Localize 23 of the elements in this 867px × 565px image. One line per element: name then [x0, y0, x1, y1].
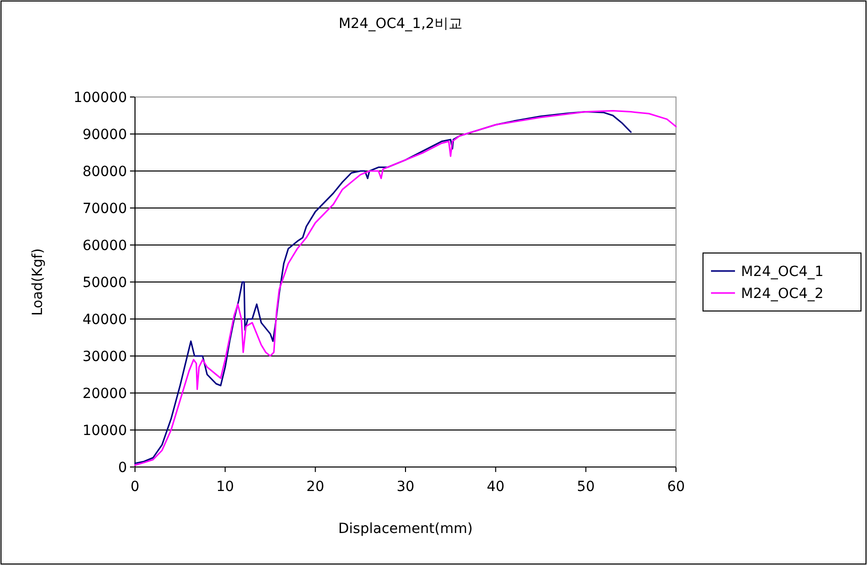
x-tick-label: 10: [216, 479, 234, 495]
x-tick-label: 40: [486, 479, 505, 495]
y-tick-label: 0: [118, 460, 127, 476]
y-tick-label: 90000: [82, 127, 127, 143]
y-tick-label: 10000: [82, 423, 127, 439]
y-tick-label: 60000: [82, 238, 127, 254]
y-tick-label: 20000: [82, 386, 127, 402]
y-tick-label: 40000: [82, 312, 127, 328]
y-tick-label: 70000: [82, 201, 127, 217]
chart-title: M24_OC4_1,2비교: [338, 16, 462, 32]
y-tick-label: 100000: [74, 90, 127, 106]
y-tick-label: 80000: [82, 164, 127, 180]
y-tick-label: 50000: [82, 275, 127, 291]
x-tick-label: 50: [576, 479, 595, 495]
x-tick-label: 30: [396, 479, 414, 495]
x-tick-label: 20: [306, 479, 324, 495]
y-axis-title: Load(Kgf): [30, 248, 46, 316]
x-tick-label: 0: [130, 479, 140, 495]
legend-label: M24_OC4_2: [741, 286, 824, 302]
legend-label: M24_OC4_1: [741, 264, 824, 280]
x-axis-title: Displacement(mm): [338, 521, 473, 537]
y-tick-label: 30000: [82, 349, 127, 365]
x-tick-label: 60: [667, 479, 685, 495]
